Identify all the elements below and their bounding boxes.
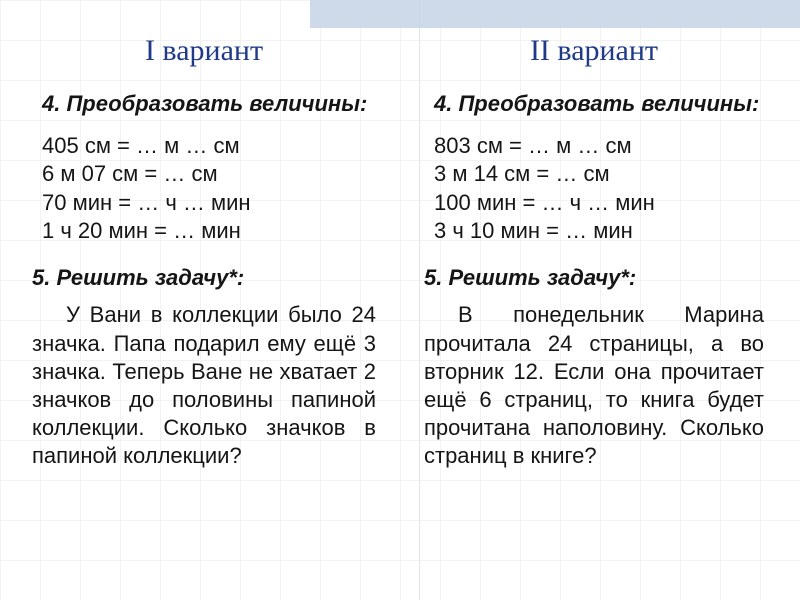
task4-body-left: 405 см = … м … см 6 м 07 см = … см 70 ми… (42, 132, 376, 246)
variant-title-1: I вариант (32, 34, 376, 68)
task5-text-right: В понедельник Марина прочитала 24 страни… (424, 302, 764, 468)
column-variant-2: II вариант 4. Преобразовать величины: 80… (400, 0, 800, 600)
task5-body-left: У Вани в коллекции было 24 значка. Папа … (32, 301, 376, 470)
task5-text-left: У Вани в коллекции было 24 значка. Папа … (32, 302, 376, 468)
column-variant-1: I вариант 4. Преобразовать величины: 405… (0, 0, 400, 600)
variant-title-2: II вариант (424, 34, 764, 68)
worksheet: I вариант 4. Преобразовать величины: 405… (0, 0, 800, 600)
task4-body-right: 803 см = … м … см 3 м 14 см = … см 100 м… (434, 132, 764, 246)
task5-body-right: В понедельник Марина прочитала 24 страни… (424, 301, 764, 470)
task5-heading-right: 5. Решить задачу*: (424, 264, 764, 292)
task5-heading-left: 5. Решить задачу*: (32, 264, 376, 292)
task4-heading-right: 4. Преобразовать величины: (434, 90, 764, 118)
task4-heading-left: 4. Преобразовать величины: (42, 90, 376, 118)
